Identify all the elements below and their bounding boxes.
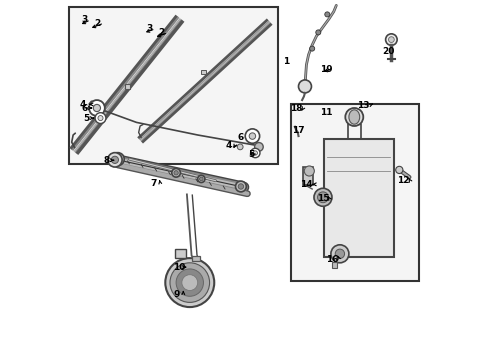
Circle shape bbox=[249, 133, 255, 139]
Circle shape bbox=[244, 129, 259, 143]
Text: 2: 2 bbox=[94, 18, 101, 27]
Text: 5: 5 bbox=[83, 113, 90, 122]
Circle shape bbox=[174, 171, 178, 175]
Circle shape bbox=[387, 37, 393, 42]
Text: 10: 10 bbox=[172, 263, 185, 271]
Circle shape bbox=[107, 153, 122, 167]
Text: 15: 15 bbox=[316, 194, 328, 203]
Bar bbox=[302, 167, 312, 185]
Circle shape bbox=[345, 108, 363, 126]
Bar bbox=[331, 262, 337, 268]
Bar bbox=[69, 7, 277, 164]
Circle shape bbox=[254, 143, 263, 151]
Text: 18: 18 bbox=[290, 104, 303, 112]
Text: 6: 6 bbox=[81, 104, 87, 112]
Bar bbox=[291, 104, 418, 281]
Circle shape bbox=[335, 249, 344, 258]
Circle shape bbox=[238, 184, 243, 189]
Text: 16: 16 bbox=[326, 255, 338, 264]
Circle shape bbox=[182, 275, 197, 291]
Text: 20: 20 bbox=[382, 46, 394, 55]
Text: 11: 11 bbox=[320, 108, 332, 117]
Circle shape bbox=[171, 168, 180, 177]
Circle shape bbox=[298, 80, 311, 93]
Ellipse shape bbox=[348, 110, 359, 124]
Text: 9: 9 bbox=[173, 290, 180, 299]
Circle shape bbox=[176, 269, 203, 296]
Bar bbox=[200, 70, 205, 74]
Circle shape bbox=[98, 116, 103, 121]
Text: 1: 1 bbox=[282, 57, 288, 66]
Bar bbox=[124, 84, 130, 89]
Bar bbox=[175, 249, 186, 258]
Circle shape bbox=[114, 156, 121, 162]
Circle shape bbox=[111, 153, 124, 166]
Text: 7: 7 bbox=[150, 179, 157, 188]
Bar bbox=[191, 256, 199, 261]
Circle shape bbox=[95, 113, 106, 123]
Text: 3: 3 bbox=[146, 24, 152, 33]
Bar bbox=[323, 139, 393, 257]
Circle shape bbox=[89, 100, 104, 116]
Circle shape bbox=[253, 151, 257, 155]
Circle shape bbox=[235, 181, 246, 192]
Text: 8: 8 bbox=[103, 156, 110, 165]
Circle shape bbox=[324, 12, 329, 17]
Text: 3: 3 bbox=[81, 15, 87, 24]
Circle shape bbox=[313, 188, 331, 206]
Circle shape bbox=[330, 245, 348, 263]
Text: 14: 14 bbox=[300, 180, 312, 189]
Circle shape bbox=[250, 148, 260, 158]
Circle shape bbox=[170, 263, 209, 302]
Circle shape bbox=[197, 175, 204, 183]
Circle shape bbox=[304, 166, 314, 176]
Text: 5: 5 bbox=[248, 150, 254, 158]
Circle shape bbox=[315, 30, 320, 35]
Text: 4: 4 bbox=[224, 141, 231, 150]
Text: 12: 12 bbox=[397, 176, 409, 185]
Text: 2: 2 bbox=[158, 28, 164, 37]
Circle shape bbox=[309, 46, 314, 51]
Circle shape bbox=[199, 177, 203, 181]
Circle shape bbox=[385, 34, 396, 45]
Circle shape bbox=[165, 258, 214, 307]
Text: 13: 13 bbox=[356, 100, 369, 109]
Circle shape bbox=[111, 156, 118, 163]
Text: 19: 19 bbox=[320, 65, 332, 74]
Text: 6: 6 bbox=[237, 133, 244, 142]
Circle shape bbox=[317, 192, 328, 203]
Text: 4: 4 bbox=[80, 100, 86, 109]
Circle shape bbox=[395, 166, 402, 174]
Circle shape bbox=[93, 104, 101, 112]
Circle shape bbox=[237, 144, 243, 150]
Text: 17: 17 bbox=[292, 126, 304, 135]
